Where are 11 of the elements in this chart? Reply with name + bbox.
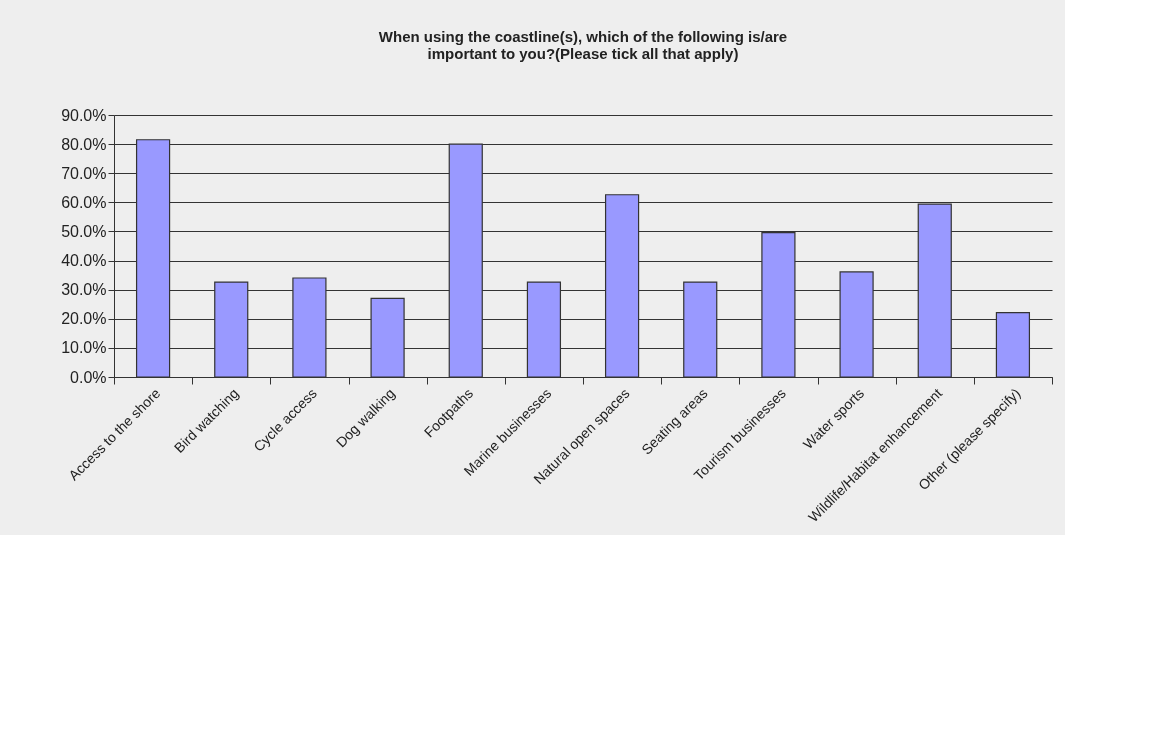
y-tick-label: 20.0% xyxy=(61,310,107,328)
y-tick-label: 50.0% xyxy=(61,222,107,240)
y-tick-label: 10.0% xyxy=(61,339,107,357)
y-tick-label: 0.0% xyxy=(70,368,107,386)
chart-title: When using the coastline(s), which of the following is/are important to you?(Please tick all that apply) xyxy=(378,28,788,62)
y-tick-label: 60.0% xyxy=(61,193,107,211)
y-tick-label: 40.0% xyxy=(61,252,107,270)
y-tick-label: 30.0% xyxy=(61,281,107,299)
y-tick-label: 80.0% xyxy=(61,135,107,153)
y-tick-label: 70.0% xyxy=(61,164,107,182)
y-tick-label: 90.0% xyxy=(61,106,107,124)
